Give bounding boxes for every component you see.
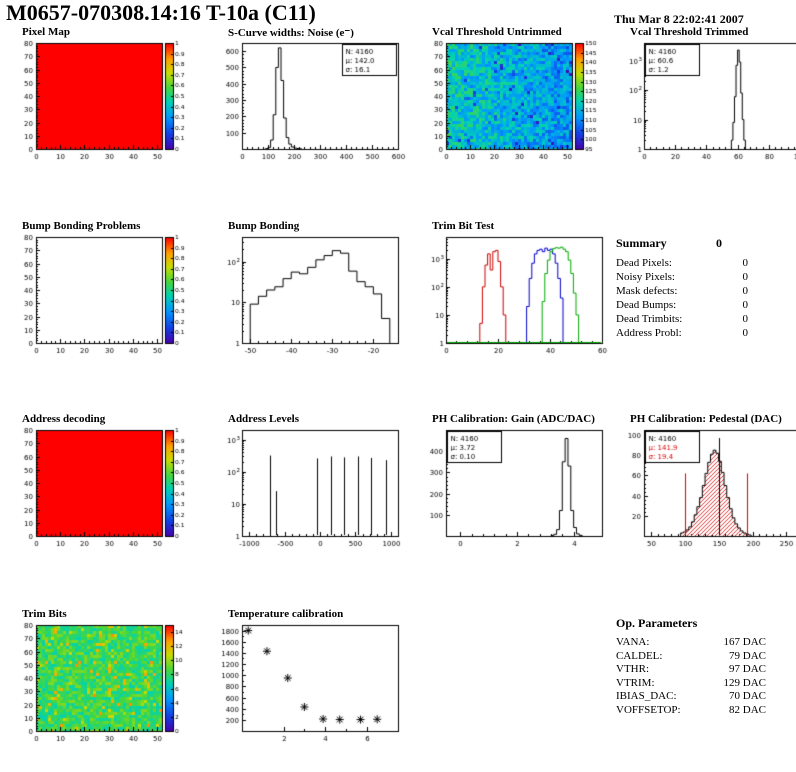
summary-rows: Dead Pixels: 0 Noisy Pixels: 0 Mask defects:… <box>616 256 748 340</box>
chart-title: S-Curve widths: Noise (e⁻) <box>228 27 354 39</box>
chart-title: Temperature calibration <box>228 608 344 620</box>
summary-row: Mask defects: 0 <box>616 285 748 297</box>
panel-temperature-calibration: Temperature calibration <box>212 608 412 750</box>
address-levels-chart <box>212 425 412 553</box>
bump-bonding-chart <box>212 232 412 360</box>
ph-pedestal-chart <box>614 425 796 553</box>
pixel-map-chart <box>6 38 206 166</box>
panel-pixel-map: Pixel Map <box>6 26 206 168</box>
trim-bit-test-chart <box>416 232 616 360</box>
panel-scurve-noise: S-Curve widths: Noise (e⁻) <box>212 26 412 168</box>
summary-row: Dead Bumps: 0 <box>616 299 748 311</box>
panel-ph-gain: PH Calibration: Gain (ADC/DAC) <box>416 413 616 555</box>
summary-row: Dead Trimbits: 0 <box>616 313 748 325</box>
summary-title: Summary <box>616 236 667 250</box>
summary-row: Dead Pixels: 0 <box>616 257 748 269</box>
panel-ph-pedestal: PH Calibration: Pedestal (DAC) <box>614 413 796 555</box>
panel-bump-bonding: Bump Bonding <box>212 220 412 362</box>
chart-title: Address decoding <box>22 413 106 425</box>
chart-title: Bump Bonding Problems <box>22 220 141 232</box>
chart-title: Vcal Threshold Trimmed <box>630 26 749 38</box>
trim-bits-chart <box>6 620 206 748</box>
vcal-untrimmed-chart <box>416 38 616 166</box>
op-parameters-header: Op. Parameters <box>616 616 766 631</box>
panel-trim-bits: Trim Bits <box>6 608 206 750</box>
op-parameters-panel: Op. Parameters VANA: 167 DAC CALDEL: 79 DAC… <box>616 616 766 717</box>
chart-title: Bump Bonding <box>228 220 300 232</box>
op-parameters-rows: VANA: 167 DAC CALDEL: 79 DAC VTHR: 97 DAC VTRI… <box>616 636 766 717</box>
chart-title: PH Calibration: Gain (ADC/DAC) <box>432 413 595 425</box>
op-parameter-row: CALDEL: 79 DAC <box>616 649 766 662</box>
panel-vcal-trimmed: Vcal Threshold Trimmed <box>614 26 796 168</box>
summary-header: Summary 0 <box>616 236 722 251</box>
temperature-calibration-chart <box>212 620 412 748</box>
panel-bump-problems: Bump Bonding Problems <box>6 220 206 362</box>
page-title: M0657-070308.14:16 T-10a (C11) <box>6 0 316 25</box>
timestamp: Thu Mar 8 22:02:41 2007 <box>614 12 744 26</box>
summary-row: Address Probl: 0 <box>616 327 748 339</box>
op-parameter-row: VTRIM: 129 DAC <box>616 676 766 689</box>
ph-gain-chart <box>416 425 616 553</box>
chart-title: Trim Bit Test <box>432 220 495 232</box>
panel-vcal-untrimmed: Vcal Threshold Untrimmed <box>416 26 616 168</box>
summary-total: 0 <box>716 236 722 250</box>
bump-problems-chart <box>6 232 206 360</box>
chart-title: Vcal Threshold Untrimmed <box>432 26 562 38</box>
chart-title: Pixel Map <box>22 26 70 38</box>
chart-title: PH Calibration: Pedestal (DAC) <box>630 413 782 425</box>
panel-trim-bit-test: Trim Bit Test <box>416 220 616 362</box>
op-parameters-title: Op. Parameters <box>616 616 698 630</box>
op-parameter-row: IBIAS_DAC: 70 DAC <box>616 690 766 702</box>
op-parameter-row: VTHR: 97 DAC <box>616 663 766 675</box>
summary-panel: Summary 0 Dead Pixels: 0 Noisy Pixels: 0 Mas… <box>616 236 748 340</box>
vcal-trimmed-chart <box>614 38 796 166</box>
summary-row: Noisy Pixels: 0 <box>616 271 748 283</box>
chart-title: Trim Bits <box>22 608 67 620</box>
op-parameter-row: VOFFSETOP: 82 DAC <box>616 703 766 716</box>
panel-address-decoding: Address decoding <box>6 413 206 555</box>
panel-address-levels: Address Levels <box>212 413 412 555</box>
chart-title: Address Levels <box>228 413 299 425</box>
address-decoding-chart <box>6 425 206 553</box>
scurve-noise-chart <box>212 38 412 166</box>
op-parameter-row: VANA: 167 DAC <box>616 636 766 648</box>
